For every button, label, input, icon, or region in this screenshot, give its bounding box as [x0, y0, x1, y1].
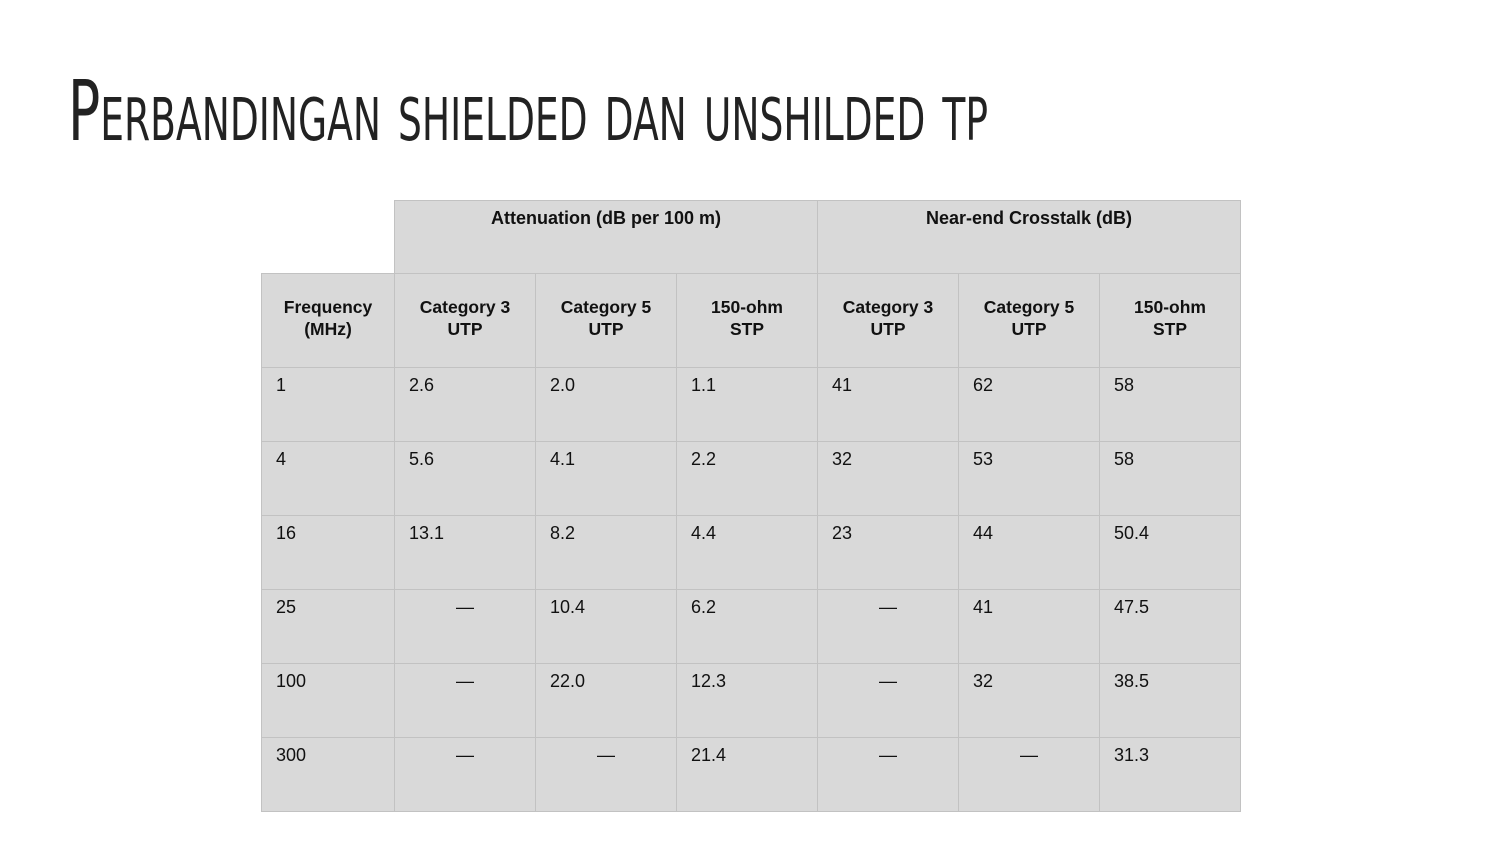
slide-title: Perbandingan shielded dan unshilded tp — [68, 62, 988, 160]
table-cell: 1 — [261, 367, 395, 442]
table-cell: 21.4 — [676, 737, 818, 812]
table-cell: 58 — [1098, 367, 1242, 442]
header-group: Near-end Crosstalk (dB) — [816, 200, 1242, 274]
table-cell: 100 — [261, 663, 395, 738]
table-cell: 4 — [261, 441, 395, 516]
table-cell: 22.0 — [535, 663, 677, 738]
data-row: 25—10.4 6.2—41 47.5 — [261, 589, 1242, 664]
header-row: Frequency (MHz) Category 3 UTP Category 5 … — [261, 273, 1242, 368]
table-cell: 38.5 — [1098, 663, 1242, 738]
column-header: Category 3 UTP — [817, 273, 959, 368]
table-cell: 41 — [958, 589, 1100, 664]
table-cell: 31.3 — [1098, 737, 1242, 812]
data-row: 1 2.6 2.0 1.1 41 62 58 — [261, 367, 1242, 442]
data-row: 16 13.1 8.2 4.4 23 44 50.4 — [261, 515, 1242, 590]
column-header: Category 5 UTP — [958, 273, 1100, 368]
table-cell: 10.4 — [535, 589, 677, 664]
table-cell: 16 — [261, 515, 395, 590]
column-header: 150-ohm STP — [1098, 273, 1242, 368]
table-cell: 8.2 — [535, 515, 677, 590]
data-row: 4 5.6 4.1 2.2 32 53 58 — [261, 441, 1242, 516]
table-cell: 53 — [958, 441, 1100, 516]
table-cell: — — [817, 737, 959, 812]
table-cell: 32 — [817, 441, 959, 516]
table-cell: 41 — [817, 367, 959, 442]
table-cell: 44 — [958, 515, 1100, 590]
table-cell: 32 — [958, 663, 1100, 738]
table-cell: 13.1 — [394, 515, 536, 590]
comparison-table: Attenuation (dB per 100 m) Near-end Cross… — [261, 200, 1242, 812]
table-cell: — — [817, 663, 959, 738]
column-header: 150-ohm STP — [676, 273, 818, 368]
table-cell: 25 — [261, 589, 395, 664]
table-cell: 2.0 — [535, 367, 677, 442]
table-cell: 12.3 — [676, 663, 818, 738]
table-cell: 2.2 — [676, 441, 818, 516]
table-cell: — — [958, 737, 1100, 812]
header-group-row: Attenuation (dB per 100 m) Near-end Cross… — [261, 200, 1242, 274]
table-cell: 4.4 — [676, 515, 818, 590]
data-row: 100—22.0 12.3—32 38.5 — [261, 663, 1242, 738]
table-cell: 5.6 — [394, 441, 536, 516]
table-cell: — — [535, 737, 677, 812]
table-cell: 2.6 — [394, 367, 536, 442]
table-cell: — — [817, 589, 959, 664]
table-cell: 47.5 — [1098, 589, 1242, 664]
table-cell: 23 — [817, 515, 959, 590]
table-cell: — — [394, 737, 536, 812]
table-cell: 62 — [958, 367, 1100, 442]
empty-cell — [261, 200, 395, 274]
table-cell: 1.1 — [676, 367, 818, 442]
column-header: Category 3 UTP — [394, 273, 536, 368]
table-cell: — — [394, 589, 536, 664]
table-cell: — — [394, 663, 536, 738]
table-cell: 58 — [1098, 441, 1242, 516]
column-header: Frequency (MHz) — [261, 273, 395, 368]
data-row: 300— —21.4— —31.3 — [261, 737, 1242, 812]
header-group: Attenuation (dB per 100 m) — [394, 200, 818, 274]
table-cell: 4.1 — [535, 441, 677, 516]
table-cell: 6.2 — [676, 589, 818, 664]
table-cell: 300 — [261, 737, 395, 812]
title-area: Perbandingan shielded dan unshilded tp — [68, 62, 988, 160]
table-cell: 50.4 — [1098, 515, 1242, 590]
column-header: Category 5 UTP — [535, 273, 677, 368]
